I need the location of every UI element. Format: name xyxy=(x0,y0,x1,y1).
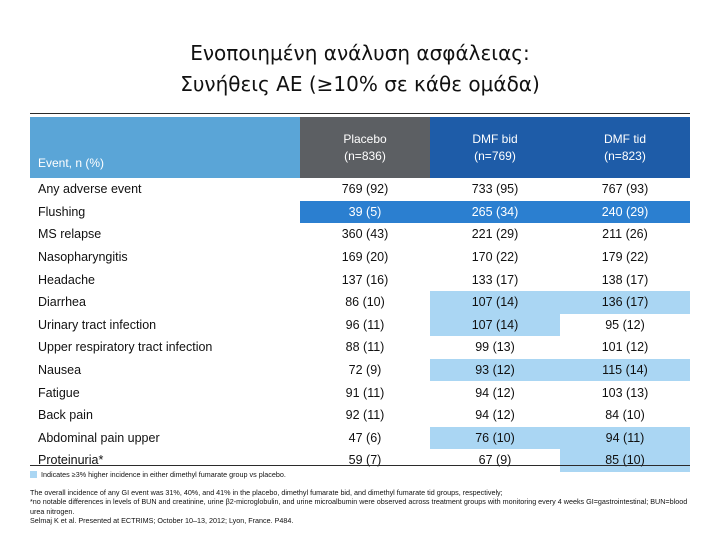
dmf-tid-cell: 94 (11) xyxy=(560,426,690,450)
adverse-events-table: Event, n (%) Placebo (n=836) DMF bid (n=… xyxy=(30,117,690,472)
event-cell: Nausea xyxy=(38,363,82,378)
dmf-tid-cell: 767 (93) xyxy=(601,182,649,197)
table-row: Diarrhea 86 (10) 107 (14) 136 (17) xyxy=(30,290,690,314)
table-row: Abdominal pain upper 47 (6) 76 (10) 94 (11) xyxy=(30,426,690,450)
event-cell: MS relapse xyxy=(38,227,102,242)
dmf-bid-cell: 265 (34) xyxy=(430,200,560,224)
placebo-cell: 72 (9) xyxy=(348,363,382,378)
placebo-cell: 169 (20) xyxy=(341,250,389,265)
highlight-legend: Indicates ≥3% higher incidence in either… xyxy=(30,470,700,480)
header-dmf-bid-label: DMF bid xyxy=(472,131,518,146)
header-dmf-tid: DMF tid (n=823) xyxy=(560,117,690,178)
event-cell: Upper respiratory tract infection xyxy=(38,340,213,355)
event-cell: Headache xyxy=(38,272,95,287)
dmf-tid-cell: 179 (22) xyxy=(601,250,649,265)
event-cell: Back pain xyxy=(38,408,93,423)
placebo-cell: 360 (43) xyxy=(341,227,389,242)
header-dmf-tid-n: (n=823) xyxy=(604,148,646,163)
header-placebo: Placebo (n=836) xyxy=(300,117,430,178)
footnote-proteinuria: *no notable differences in levels of BUN… xyxy=(30,497,688,516)
event-cell: Urinary tract infection xyxy=(38,317,157,332)
dmf-tid-cell: 136 (17) xyxy=(560,290,690,314)
table-top-rule xyxy=(30,113,690,114)
table-row: Nasopharyngitis 169 (20) 170 (22) 179 (22) xyxy=(30,246,690,269)
event-cell: Proteinuria* xyxy=(38,453,104,468)
table-row: Fatigue 91 (11) 94 (12) 103 (13) xyxy=(30,381,690,404)
table-row: Flushing 39 (5) 265 (34) 240 (29) xyxy=(30,200,690,224)
header-placebo-label: Placebo xyxy=(343,131,387,146)
dmf-tid-cell: 115 (14) xyxy=(560,358,690,382)
table-row: Any adverse event 769 (92) 733 (95) 767 (93… xyxy=(30,178,690,201)
placebo-cell: 88 (11) xyxy=(345,340,385,355)
legend-swatch xyxy=(30,471,37,479)
placebo-cell: 47 (6) xyxy=(348,430,382,445)
table-row: Back pain 92 (11) 94 (12) 84 (10) xyxy=(30,404,690,427)
table-row: Proteinuria* 59 (7) 67 (9) 85 (10) xyxy=(30,449,690,472)
dmf-tid-cell: 138 (17) xyxy=(601,272,649,287)
dmf-tid-cell: 95 (12) xyxy=(605,317,645,332)
table-bottom-rule xyxy=(30,465,690,466)
placebo-cell: 769 (92) xyxy=(341,182,389,197)
dmf-bid-cell: 99 (13) xyxy=(475,340,515,355)
dmf-bid-cell: 133 (17) xyxy=(471,272,519,287)
dmf-bid-cell: 76 (10) xyxy=(430,426,560,450)
placebo-cell: 96 (11) xyxy=(345,317,385,332)
placebo-cell: 91 (11) xyxy=(345,385,385,400)
table-row: Upper respiratory tract infection 88 (11)… xyxy=(30,336,690,359)
table-row: MS relapse 360 (43) 221 (29) 211 (26) xyxy=(30,223,690,246)
dmf-tid-cell: 85 (10) xyxy=(560,449,690,472)
dmf-tid-cell: 101 (12) xyxy=(601,340,649,355)
dmf-bid-cell: 733 (95) xyxy=(471,182,519,197)
placebo-cell: 59 (7) xyxy=(348,453,382,468)
dmf-bid-cell: 94 (12) xyxy=(475,408,515,423)
header-event: Event, n (%) xyxy=(30,117,300,178)
placebo-cell: 92 (11) xyxy=(345,408,385,423)
dmf-bid-cell: 107 (14) xyxy=(430,290,560,314)
footnotes: Indicates ≥3% higher incidence in either… xyxy=(30,470,700,526)
dmf-bid-cell: 93 (12) xyxy=(430,358,560,382)
legend-text: Indicates ≥3% higher incidence in either… xyxy=(41,470,286,479)
event-cell: Fatigue xyxy=(38,385,80,400)
header-dmf-tid-label: DMF tid xyxy=(604,131,646,146)
table-row: Nausea 72 (9) 93 (12) 115 (14) xyxy=(30,358,690,382)
title-line-2: Συνήθεις AE (≥10% σε κάθε ομάδα) xyxy=(180,72,540,96)
dmf-bid-cell: 67 (9) xyxy=(478,453,512,468)
placebo-cell: 86 (10) xyxy=(345,295,385,310)
table-body: Any adverse event 769 (92) 733 (95) 767 (93… xyxy=(30,178,690,472)
placebo-cell: 39 (5) xyxy=(300,200,430,224)
slide-title: Ενοποιημένη ανάλυση ασφάλειας: Συνήθεις … xyxy=(0,38,720,100)
table-row: Headache 137 (16) 133 (17) 138 (17) xyxy=(30,268,690,291)
header-dmf-bid: DMF bid (n=769) xyxy=(430,117,560,178)
dmf-bid-cell: 94 (12) xyxy=(475,385,515,400)
dmf-tid-cell: 240 (29) xyxy=(560,200,690,224)
table-row: Urinary tract infection 96 (11) 107 (14) 95… xyxy=(30,313,690,337)
dmf-bid-cell: 170 (22) xyxy=(471,250,519,265)
dmf-tid-cell: 84 (10) xyxy=(605,408,645,423)
footnote-citation: Selmaj K et al. Presented at ECTRIMS; Oc… xyxy=(30,516,294,525)
header-placebo-n: (n=836) xyxy=(344,148,386,163)
header-dmf-bid-n: (n=769) xyxy=(474,148,516,163)
event-cell: Flushing xyxy=(38,204,86,219)
event-cell: Nasopharyngitis xyxy=(38,250,128,265)
dmf-tid-cell: 211 (26) xyxy=(602,227,648,242)
event-cell: Any adverse event xyxy=(38,182,142,197)
title-line-1: Ενοποιημένη ανάλυση ασφάλειας: xyxy=(190,41,530,65)
dmf-tid-cell: 103 (13) xyxy=(601,385,649,400)
footnote-gi-incidence: The overall incidence of any GI event wa… xyxy=(30,487,503,497)
event-cell: Abdominal pain upper xyxy=(38,430,160,445)
table-header-row: Event, n (%) Placebo (n=836) DMF bid (n=… xyxy=(30,117,690,178)
dmf-bid-cell: 221 (29) xyxy=(471,227,519,242)
placebo-cell: 137 (16) xyxy=(341,272,389,287)
dmf-bid-cell: 107 (14) xyxy=(430,313,560,337)
event-cell: Diarrhea xyxy=(38,295,86,310)
